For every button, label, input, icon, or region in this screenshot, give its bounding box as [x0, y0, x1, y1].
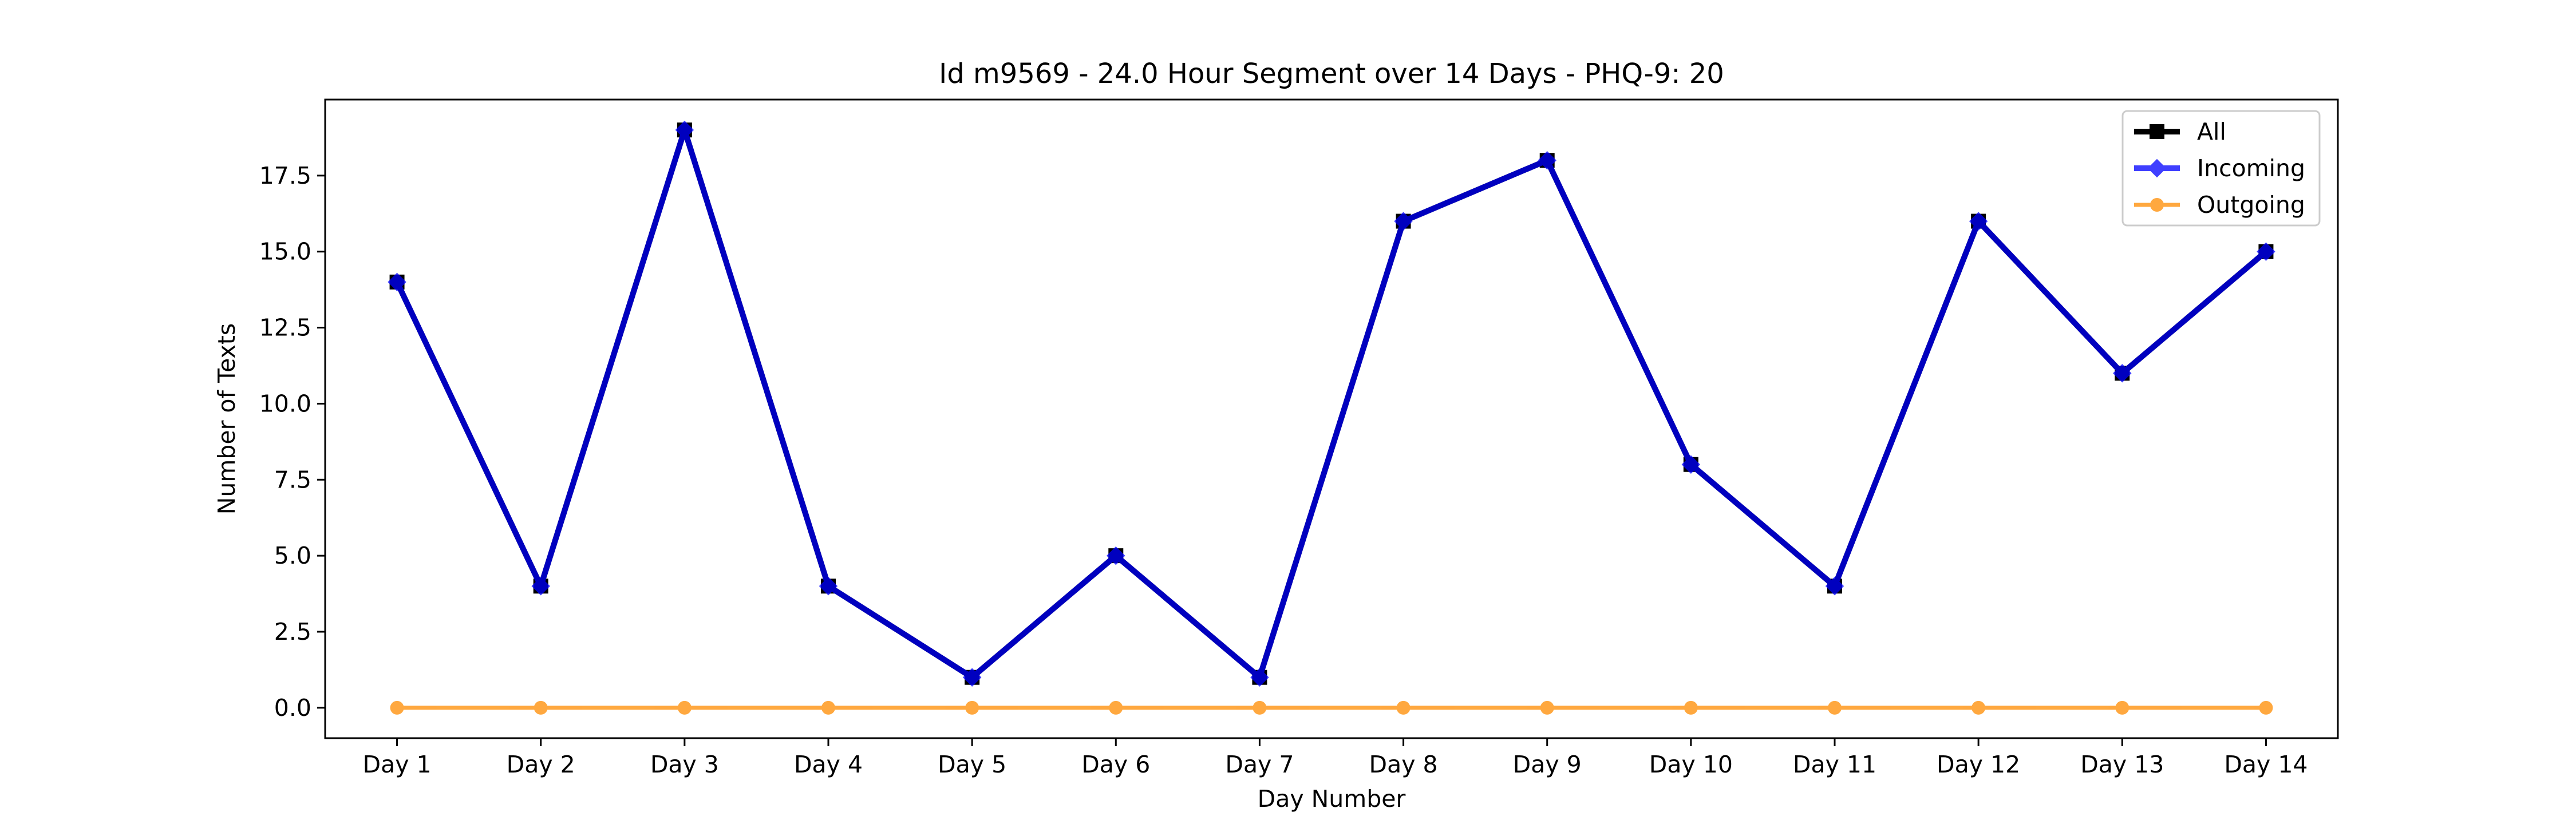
plot-frame: [324, 98, 2339, 739]
data-point-incoming: [1969, 212, 1988, 231]
legend-marker: [2150, 124, 2164, 139]
axes: Day 1 Day 2 Day 3 Day 4 Day 5 Day 6 Day 7 Day 8…: [259, 162, 2308, 778]
legend-swatch-all: [2134, 124, 2180, 139]
y-tick-label: 5.0: [274, 542, 311, 569]
legend-marker: [2147, 159, 2167, 178]
data-point-outgoing: [821, 700, 835, 715]
legend: All Incoming Outgoing: [2121, 110, 2321, 227]
x-tick-label: Day 9: [1513, 751, 1582, 778]
data-point-outgoing: [1684, 700, 1698, 715]
x-tick-label: Day 1: [363, 751, 432, 778]
y-tick-label: 12.5: [259, 314, 311, 342]
x-tick-label: Day 13: [2080, 751, 2164, 778]
data-point-incoming: [1394, 212, 1413, 231]
data-point-outgoing: [2259, 700, 2273, 715]
data-point-incoming: [675, 120, 694, 140]
y-tick-label: 0.0: [274, 694, 311, 722]
legend-label: All: [2197, 118, 2226, 145]
x-tick-label: Day 14: [2224, 751, 2308, 778]
x-tick-label: Day 12: [1937, 751, 2020, 778]
legend-label: Incoming: [2197, 154, 2305, 182]
data-point-incoming: [1107, 546, 1125, 565]
legend-label: Outgoing: [2197, 191, 2305, 219]
y-tick-label: 2.5: [274, 618, 311, 645]
y-tick-label: 7.5: [274, 466, 311, 493]
x-tick-label: Day 2: [507, 751, 575, 778]
data-point-outgoing: [1253, 700, 1267, 715]
legend-marker: [2150, 198, 2164, 212]
data-point-outgoing: [1396, 700, 1411, 715]
data-point-incoming: [819, 577, 838, 596]
data-point-incoming: [388, 272, 406, 292]
x-axis-label: Day Number: [1258, 785, 1406, 813]
data-point-incoming: [531, 577, 550, 596]
data-point-incoming: [2113, 364, 2132, 383]
data-point-outgoing: [1109, 700, 1123, 715]
legend-swatch-outgoing: [2134, 198, 2180, 212]
series-outgoing: [390, 700, 2273, 715]
series-line-incoming: [394, 127, 2268, 680]
x-tick-label: Day 4: [794, 751, 863, 778]
data-point-outgoing: [965, 700, 979, 715]
legend-swatch-incoming: [2134, 159, 2180, 178]
data-point-outgoing: [677, 700, 692, 715]
chart-title: Id m9569 - 24.0 Hour Segment over 14 Day…: [939, 58, 1724, 90]
data-point-incoming: [2257, 242, 2275, 261]
x-tick-label: Day 8: [1369, 751, 1438, 778]
data-point-outgoing: [390, 700, 404, 715]
plot-area: [388, 120, 2275, 715]
data-point-outgoing: [1540, 700, 1554, 715]
data-point-outgoing: [1828, 700, 1842, 715]
y-tick-label: 15.0: [259, 238, 311, 266]
data-point-incoming: [1538, 151, 1556, 170]
y-axis-label: Number of Texts: [213, 323, 240, 515]
data-point-incoming: [1250, 668, 1269, 687]
data-point-outgoing: [1971, 700, 1986, 715]
x-tick-label: Day 3: [650, 751, 719, 778]
x-tick-label: Day 6: [1081, 751, 1150, 778]
series-incoming: [388, 120, 2275, 687]
x-tick-label: Day 11: [1793, 751, 1876, 778]
y-tick-label: 17.5: [259, 162, 311, 189]
data-point-incoming: [1825, 577, 1844, 596]
y-tick-label: 10.0: [259, 390, 311, 417]
data-point-outgoing: [534, 700, 548, 715]
x-tick-label: Day 5: [938, 751, 1006, 778]
legend-box: [2121, 110, 2321, 227]
data-point-incoming: [1681, 455, 1701, 474]
x-tick-label: Day 7: [1225, 751, 1294, 778]
data-point-incoming: [962, 668, 982, 687]
data-point-outgoing: [2115, 700, 2129, 715]
x-tick-label: Day 10: [1649, 751, 1733, 778]
